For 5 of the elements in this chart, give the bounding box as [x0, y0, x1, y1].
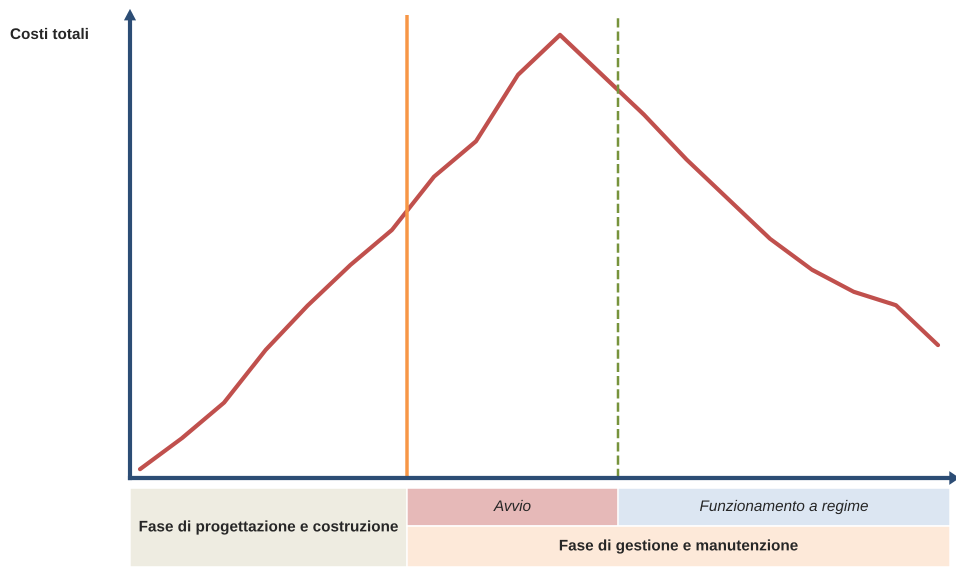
- y-axis-title: Costi totali: [10, 28, 88, 40]
- text: Funzionamento a regime: [700, 500, 868, 514]
- text: Fase di progettazione e costruzione: [140, 520, 398, 535]
- text: Avvio: [493, 500, 531, 512]
- text: Fase di gestione e manutenzione: [560, 539, 798, 554]
